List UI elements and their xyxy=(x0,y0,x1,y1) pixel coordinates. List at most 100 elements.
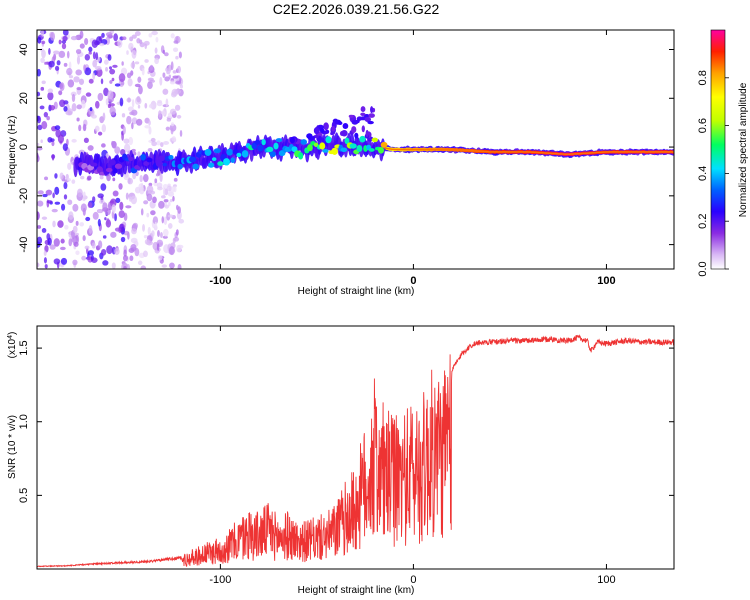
snr-y-ticks: 0.5 1.0 1.5 xyxy=(18,340,674,503)
spectrogram-noise-dot xyxy=(130,61,136,69)
spectrogram-noise-dot xyxy=(158,110,162,118)
spectrogram-noise-dot xyxy=(109,68,116,75)
spectrogram-noise-dot xyxy=(68,61,72,70)
spectrogram-noise-dot xyxy=(166,185,172,192)
spectrogram-noise-dot xyxy=(114,227,121,232)
spectrogram-noise-dot xyxy=(71,179,76,184)
spectrogram-noise-dot xyxy=(160,232,163,238)
spectrogram-noise-dot xyxy=(137,104,141,109)
snr-x-tick-label: 0 xyxy=(410,574,416,586)
spectrogram-noise-dot xyxy=(164,76,170,82)
spectrogram-ridge-mark xyxy=(113,168,118,174)
spectrogram-ridge-mark xyxy=(319,142,326,150)
spectrogram-noise-dot xyxy=(54,186,60,196)
spectrogram-noise-dot xyxy=(165,126,170,131)
spectrogram-noise-dot xyxy=(60,238,65,244)
spectrogram-noise-dot xyxy=(44,61,47,65)
spectrogram-ridge-mark xyxy=(275,138,283,143)
spectrogram-ridge-mark xyxy=(230,157,236,163)
spectrogram-noise-dot xyxy=(102,235,107,239)
spectrogram-x-axis-label: Height of straight line (km) xyxy=(298,286,415,297)
spectrogram-noise-dot xyxy=(118,210,125,218)
spectrogram-noise-dot xyxy=(123,230,130,236)
spectrogram-noise-dot xyxy=(140,208,144,216)
spectrogram-noise-dot xyxy=(150,137,156,142)
snr-x-tick-label: -100 xyxy=(209,574,231,586)
spectrogram-noise-dot xyxy=(118,183,123,190)
spectrogram-noise-dot xyxy=(134,247,140,257)
spectrogram-noise-dot xyxy=(95,100,100,109)
spectrogram-ridge xyxy=(73,106,674,178)
spectrogram-ridge-mark xyxy=(217,161,224,166)
snr-x-axis-label: Height of straight line (km) xyxy=(298,585,415,596)
spectrogram-noise-dot xyxy=(87,145,94,151)
spectrogram-noise-dot xyxy=(149,64,154,71)
spectrogram-noise-dot xyxy=(62,30,69,36)
spectrogram-noise-dot xyxy=(97,92,104,102)
spectrogram-noise-dot xyxy=(79,43,85,49)
spectrogram-noise-dot xyxy=(162,187,166,196)
spectrogram-noise-dot xyxy=(40,86,45,91)
spectrogram-ridge-mark xyxy=(254,139,261,145)
spectrogram-noise-dot xyxy=(84,53,91,61)
spectrogram-noise-dot xyxy=(154,178,158,184)
spectrogram-ridge-mark xyxy=(226,148,233,156)
spectrogram-noise-dot xyxy=(100,183,107,191)
spectrogram-ridge-mark xyxy=(356,144,363,153)
snr-y-multiplier-base: (x10 xyxy=(7,338,18,358)
spectrogram-noise-dot xyxy=(132,172,137,180)
spectrogram-spur-mark xyxy=(311,136,315,140)
spectrogram-noise-dot xyxy=(111,204,116,213)
colorbar-tick-label: 0.8 xyxy=(697,70,709,85)
spectrogram-noise-dot xyxy=(131,122,134,130)
spectrogram-noise-dot xyxy=(136,96,141,103)
spectrogram-noise-dot xyxy=(148,33,153,38)
spectrogram-noise-dot xyxy=(109,103,115,107)
spectrogram-noise-dot xyxy=(154,221,158,230)
spectrogram-noise-dot xyxy=(79,30,84,39)
spectrogram-noise-dot xyxy=(53,50,60,55)
spectrogram-noise-dot xyxy=(101,124,107,133)
spectrogram-noise-dot xyxy=(160,142,164,148)
spectrogram-spur-mark xyxy=(364,116,372,123)
spectrogram-noise-dot xyxy=(81,255,87,261)
spectrogram-spur-mark xyxy=(367,120,374,125)
spectrogram-noise-dot xyxy=(96,68,103,77)
spectrogram-noise-dot xyxy=(147,81,153,90)
spectrogram-ridge-mark xyxy=(155,159,162,167)
spectrogram-noise-dot xyxy=(71,138,77,143)
spectrogram-y-tick-label: -40 xyxy=(18,237,30,253)
spectrogram-noise-dot xyxy=(99,175,104,180)
spectrogram-noise-dot xyxy=(160,195,166,199)
spectrogram-noise-dot xyxy=(142,223,145,232)
colorbar: 0.0 0.2 0.4 0.6 0.8 Normalized spectral ampl… xyxy=(697,29,749,277)
snr-y-tick-label: 0.5 xyxy=(18,488,30,503)
spectrogram-noise-dot xyxy=(114,146,121,155)
spectrogram-noise-dot xyxy=(107,90,114,100)
spectrogram-noise-dot xyxy=(128,42,134,51)
spectrogram-noise-dot xyxy=(52,220,56,228)
spectrogram-noise-dot xyxy=(84,67,92,76)
spectrogram-noise-dot xyxy=(76,55,81,65)
spectrogram-noise-dot xyxy=(58,39,62,45)
spectrogram-noise-dot xyxy=(41,121,48,130)
spectrogram-spur-mark xyxy=(342,122,349,129)
spectrogram-noise-dot xyxy=(157,230,160,238)
spectrogram-noise-dot xyxy=(66,178,71,182)
spectrogram-ridge-mark xyxy=(257,144,264,152)
spectrogram-noise-dot xyxy=(46,200,53,204)
spectrogram-noise-dot xyxy=(106,218,110,225)
spectrogram-spur-mark xyxy=(319,127,325,134)
spectrogram-noise-dot xyxy=(92,72,96,80)
spectrogram-noise-dot xyxy=(137,260,143,266)
spectrogram-ridge-mark xyxy=(114,163,123,169)
spectrogram-noise-dot xyxy=(54,65,60,71)
spectrogram-noise-dot xyxy=(44,176,49,181)
spectrogram-noise-dot xyxy=(178,218,185,224)
spectrogram-spur-mark xyxy=(354,132,359,139)
spectrogram-noise-dot xyxy=(115,197,121,204)
spectrogram-noise-dot xyxy=(167,214,174,218)
spectrogram-spur-mark xyxy=(351,119,359,125)
spectrogram-ridge-mark xyxy=(108,159,116,166)
